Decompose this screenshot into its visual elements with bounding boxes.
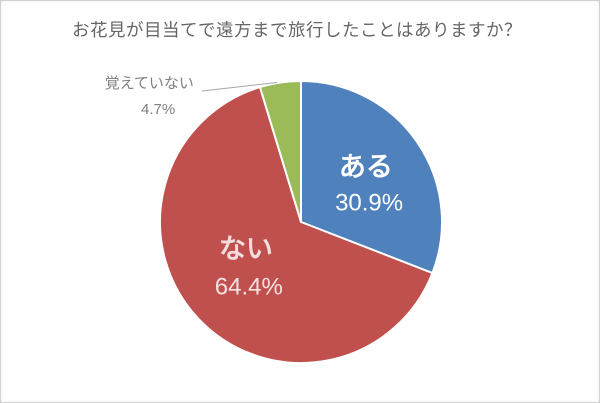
svg-text:ある: ある: [339, 152, 393, 182]
svg-text:30.9%: 30.9%: [335, 190, 403, 217]
svg-text:ない: ない: [219, 234, 273, 264]
svg-text:覚えていない: 覚えていない: [105, 75, 194, 92]
svg-text:4.7%: 4.7%: [141, 101, 175, 118]
svg-text:64.4%: 64.4%: [215, 273, 283, 300]
